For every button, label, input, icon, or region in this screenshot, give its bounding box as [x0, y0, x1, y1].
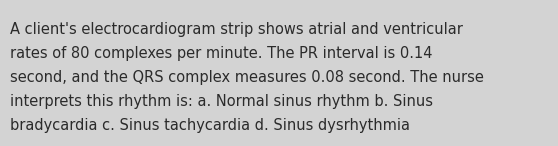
Text: rates of 80 complexes per minute. The PR interval is 0.14: rates of 80 complexes per minute. The PR… [10, 46, 432, 61]
Text: bradycardia c. Sinus tachycardia d. Sinus dysrhythmia: bradycardia c. Sinus tachycardia d. Sinu… [10, 118, 410, 133]
Text: A client's electrocardiogram strip shows atrial and ventricular: A client's electrocardiogram strip shows… [10, 22, 463, 37]
Text: second, and the QRS complex measures 0.08 second. The nurse: second, and the QRS complex measures 0.0… [10, 70, 484, 85]
Text: interprets this rhythm is: a. Normal sinus rhythm b. Sinus: interprets this rhythm is: a. Normal sin… [10, 94, 433, 109]
